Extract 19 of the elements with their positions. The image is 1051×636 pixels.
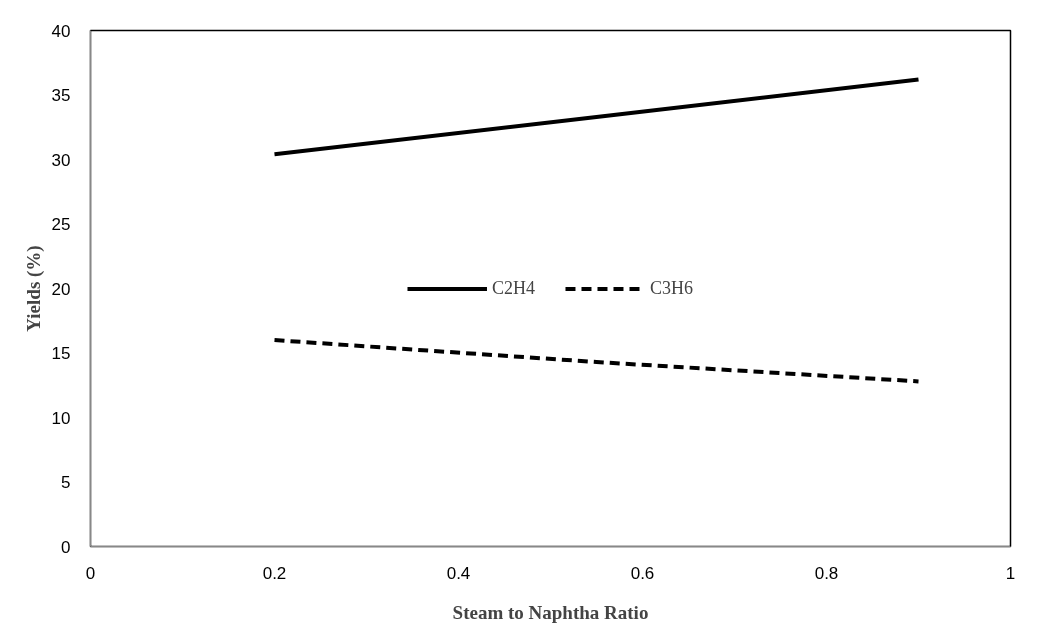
y-tick-label: 25 <box>51 215 71 234</box>
x-tick-label: 0.2 <box>262 563 287 583</box>
y-tick-label: 30 <box>51 150 71 170</box>
x-tick-label: 1 <box>1005 563 1016 583</box>
y-tick-label: 20 <box>51 279 71 299</box>
x-tick-label: 0.4 <box>446 563 471 583</box>
y-tick-label: 15 <box>51 344 71 363</box>
x-axis-title: Steam to Naphtha Ratio <box>452 601 649 623</box>
y-tick-label: 40 <box>51 21 71 41</box>
y-axis-title: Yields (%) <box>22 245 45 332</box>
legend-label: C2H4 <box>491 277 535 299</box>
legend-label: C3H6 <box>650 277 694 299</box>
x-tick-label: 0.6 <box>630 563 655 583</box>
y-tick-label: 5 <box>61 473 71 492</box>
y-tick-label: 0 <box>61 537 71 557</box>
y-tick-label: 35 <box>51 86 71 105</box>
y-tick-label: 10 <box>51 408 71 428</box>
x-tick-label: 0.8 <box>814 563 839 583</box>
x-tick-label: 0 <box>85 563 96 583</box>
